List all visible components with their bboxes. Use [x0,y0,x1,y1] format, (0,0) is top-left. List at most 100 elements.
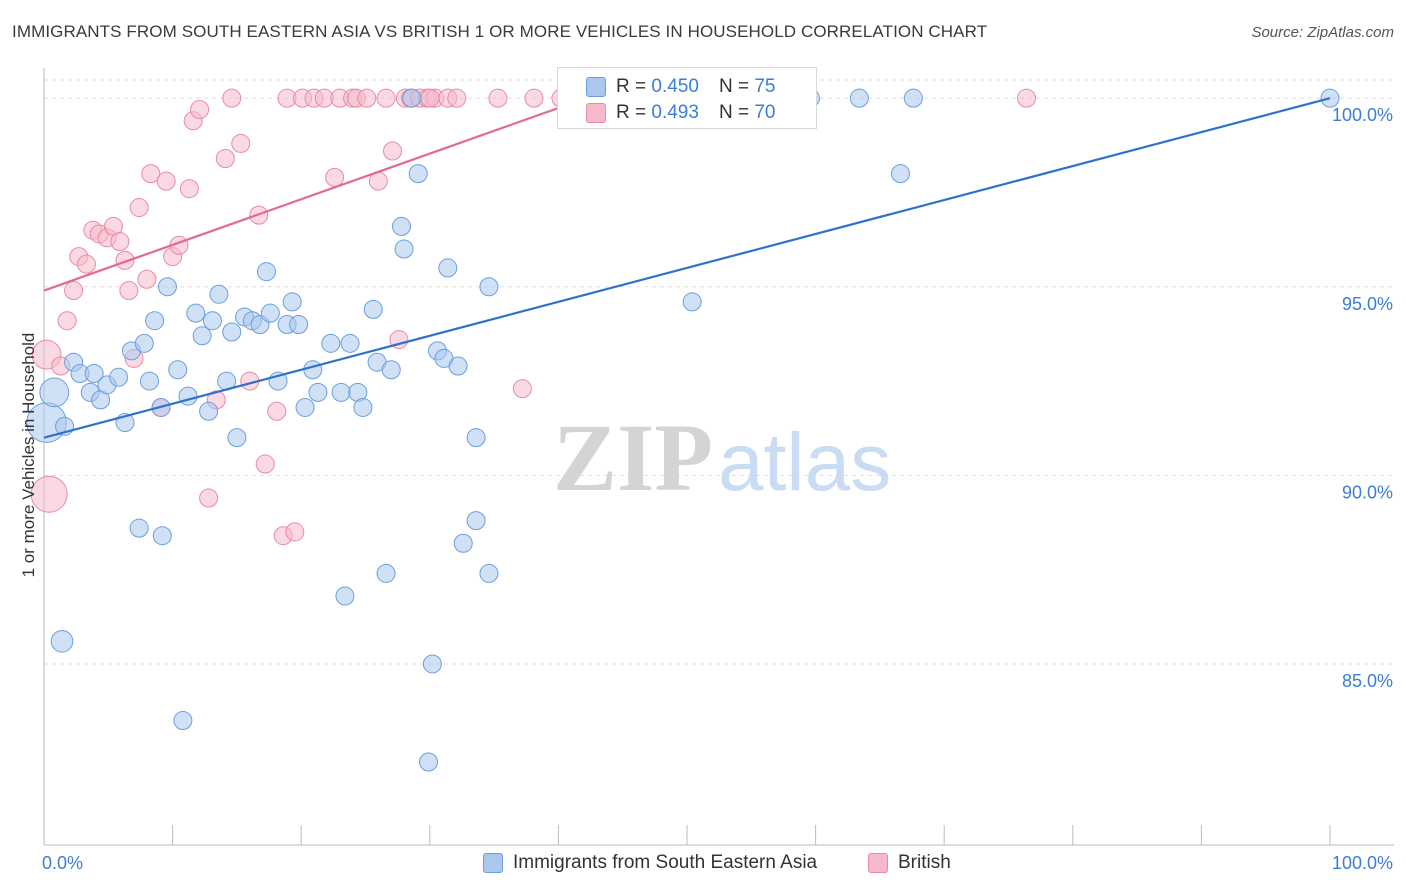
sea-point [419,752,439,772]
sea-point [321,333,341,353]
sea-point [394,239,414,259]
british-point [179,179,199,199]
sea-point [152,526,172,546]
sea-point [466,428,486,448]
british-point [488,88,508,108]
sea-point [422,654,442,674]
british-point [1017,88,1037,108]
sea-point [168,360,188,380]
x-tick-label: 0.0% [42,853,83,873]
tick-labels: 85.0% 90.0% 95.0% 100.0% 0.0% 100.0% [42,105,1393,873]
y-axis-label: 1 or more Vehicles in Household [19,333,38,578]
british-r-label: R = [616,102,647,123]
y-tick-label: 90.0% [1342,482,1393,502]
sea-point [438,258,458,278]
sea-point [39,377,70,408]
legend-item-sea[interactable]: Immigrants from South Eastern Asia [483,852,817,874]
british-point [115,250,135,270]
sea-point [479,563,499,583]
british-point [119,281,139,301]
legend: Immigrants from South Eastern Asia Briti… [0,852,1406,878]
british-point [199,488,219,508]
british-point [325,167,345,187]
sea-point [282,292,302,312]
sea-point [295,397,315,417]
british-point [129,198,149,218]
sea-point [289,314,309,334]
sea-point [353,397,373,417]
sea-swatch [586,77,606,97]
legend-item-british[interactable]: British [868,852,951,874]
sea-point [199,401,219,421]
sea-point [256,262,276,282]
sea-point [84,364,104,384]
stat-row-british: R = 0.493 N = 70 [558,99,775,127]
sea-point [376,563,396,583]
british-swatch [586,103,606,123]
british-point [357,88,377,108]
sea-point [903,88,923,108]
source-label: Source: ZipAtlas.com [1251,24,1394,41]
y-tick-label: 95.0% [1342,294,1393,314]
legend-sea-label: Immigrants from South Eastern Asia [513,852,818,873]
british-point [383,141,403,161]
british-point [447,88,467,108]
sea-point [222,322,242,342]
sea-point [363,299,383,319]
sea-point [50,630,74,653]
sea-r-label: R = [616,76,647,97]
british-point [512,379,532,399]
sea-point [466,511,486,531]
british-point [255,454,275,474]
watermark-atlas: atlas [718,417,891,508]
x-tick-label: 100.0% [1332,853,1393,873]
british-point [64,281,84,301]
sea-point [134,333,154,353]
trendlines [43,97,1331,439]
british-point [222,88,242,108]
y-tick-label: 100.0% [1332,105,1393,125]
british-point [215,149,235,169]
gridlines [44,79,1394,665]
watermark: ZIP atlas [553,404,891,511]
sea-trendline [43,97,1331,439]
sea-point [109,367,129,387]
british-point [524,88,544,108]
sea-point [157,277,177,297]
sea-point [890,164,910,184]
sea-point [227,428,247,448]
sea-point [202,311,222,331]
british-point [156,171,176,191]
sea-point [392,216,412,236]
sea-point [260,303,280,323]
british-r-value: 0.493 [651,102,699,123]
legend-british-label: British [898,852,951,873]
legend-sea-swatch [483,853,503,873]
axes [43,68,1394,846]
sea-point [173,711,193,731]
sea-point [335,586,355,606]
sea-point [308,382,328,402]
watermark-zip: ZIP [553,404,713,511]
sea-point [448,356,468,376]
british-point [30,475,68,513]
sea-point [331,382,351,402]
british-point [267,401,287,421]
legend-british-swatch [868,853,888,873]
british-point [190,99,210,119]
sea-point [139,371,159,391]
british-point [141,164,161,184]
sea-point [178,386,198,406]
british-point [420,88,440,108]
sea-point [849,88,869,108]
chart-title: IMMIGRANTS FROM SOUTH EASTERN ASIA VS BR… [12,22,988,41]
stat-row-sea: R = 0.450 N = 75 [558,73,775,101]
sea-point [186,303,206,323]
sea-point [402,88,422,108]
sea-point [303,360,323,380]
correlation-stats-box: R = 0.450 N = 75 R = 0.493 N = 70 [557,67,817,129]
british-point [57,311,77,331]
british-point [110,232,130,252]
british-point [231,133,251,153]
